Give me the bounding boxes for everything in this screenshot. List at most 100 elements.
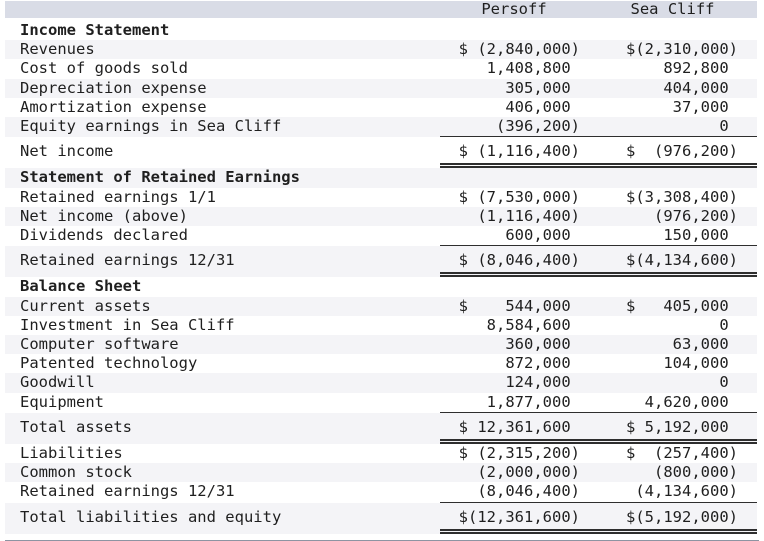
data-row: Current assets $ 544,000 $ 405,000 [5, 296, 757, 316]
seacliff-value [588, 168, 757, 187]
row-label: Net income (above) [20, 206, 188, 225]
persoff-value [440, 21, 588, 40]
column-header-row: Persoff Sea Cliff [5, 1, 757, 18]
row-label: Goodwill [20, 373, 95, 392]
seacliff-value: 404,000 [663, 78, 738, 97]
row-label: Revenues [20, 40, 95, 59]
row-label: Computer software [20, 335, 179, 354]
row-label: Cost of goods sold [20, 59, 188, 78]
seacliff-value: 150,000 [588, 226, 757, 247]
row-label: Depreciation expense [20, 78, 207, 97]
persoff-value: 305,000 [505, 78, 580, 97]
data-row: Dividends declared 600,000 150,000 [5, 226, 757, 247]
section-title: Statement of Retained Earnings [20, 168, 300, 187]
total-row-total-assets: Total assets $ 12,361,600 $ 5,192,000 [5, 412, 757, 445]
row-label: Dividends declared [20, 226, 188, 245]
persoff-value: 1,877,000 [440, 393, 588, 413]
persoff-value: $ (7,530,000) [458, 187, 580, 206]
row-label: Net income [20, 142, 114, 161]
data-row: Investment in Sea Cliff 8,584,600 0 [5, 316, 757, 335]
persoff-value: $ (2,315,200) [458, 444, 580, 463]
seacliff-value: (4,134,600) [588, 482, 757, 503]
data-row: Net income (above) (1,116,400) (976,200) [5, 206, 757, 227]
seacliff-value: (800,000) [654, 463, 738, 482]
seacliff-value: 63,000 [672, 335, 738, 354]
total-row-retained-earnings-1231: Retained earnings 12/31 $ (8,046,400) $(… [5, 246, 757, 278]
data-row: Common stock (2,000,000) (800,000) [5, 463, 757, 483]
total-row-total-liabilities-equity: Total liabilities and equity $(12,361,60… [5, 502, 757, 534]
persoff-value: $ (1,116,400) [440, 137, 588, 169]
data-row: Equipment 1,877,000 4,620,000 [5, 393, 757, 413]
data-row: Goodwill 124,000 0 [5, 373, 757, 393]
persoff-value: $ 544,000 [458, 296, 580, 315]
data-row: Retained earnings 12/31 (8,046,400) (4,1… [5, 482, 757, 503]
seacliff-value: 892,800 [663, 59, 738, 78]
persoff-value [440, 277, 588, 296]
data-row: Equity earnings in Sea Cliff (396,200) 0 [5, 117, 757, 138]
section-row-balance-sheet: Balance Sheet [5, 277, 757, 296]
row-label: Equity earnings in Sea Cliff [20, 117, 282, 136]
data-row: Depreciation expense 305,000 404,000 [5, 78, 757, 98]
data-row: Cost of goods sold 1,408,800 892,800 [5, 59, 757, 78]
data-row: Retained earnings 1/1 $ (7,530,000) $(3,… [5, 188, 757, 207]
column-header-seacliff: Sea Cliff [630, 0, 715, 18]
total-row-net-income: Net income $ (1,116,400) $ (976,200) [5, 137, 757, 169]
persoff-value: 1,408,800 [486, 59, 580, 78]
persoff-value: (1,116,400) [477, 206, 580, 225]
next-table-header-bar [5, 539, 759, 541]
data-row: Liabilities $ (2,315,200) $ (257,400) [5, 444, 757, 463]
persoff-value: (396,200) [440, 117, 588, 138]
persoff-value: 872,000 [505, 354, 580, 373]
seacliff-value: $(2,310,000) [626, 40, 738, 59]
seacliff-value: $ 5,192,000 [588, 413, 757, 445]
data-row: Patented technology 872,000 104,000 [5, 354, 757, 373]
persoff-value: $ 12,361,600 [440, 413, 588, 445]
persoff-value: $(12,361,600) [440, 503, 588, 534]
row-label: Common stock [20, 463, 132, 482]
row-label: Retained earnings 12/31 [20, 482, 235, 501]
persoff-value: (8,046,400) [440, 482, 588, 503]
data-row: Computer software 360,000 63,000 [5, 335, 757, 355]
row-label: Retained earnings 1/1 [20, 187, 216, 206]
seacliff-value: $ (257,400) [626, 444, 738, 463]
seacliff-value: $ 405,000 [626, 296, 738, 315]
data-row: Revenues $ (2,840,000) $(2,310,000) [5, 40, 757, 60]
persoff-value: $ (8,046,400) [440, 246, 588, 278]
seacliff-value: 0 [719, 315, 738, 334]
seacliff-value: 104,000 [663, 354, 738, 373]
seacliff-value: (976,200) [654, 206, 738, 225]
seacliff-value: $(4,134,600) [588, 246, 757, 278]
seacliff-value [588, 277, 757, 296]
row-label: Amortization expense [20, 97, 207, 116]
seacliff-value: 0 [588, 117, 757, 138]
row-label: Investment in Sea Cliff [20, 315, 235, 334]
persoff-value: (2,000,000) [477, 463, 580, 482]
section-row-income-statement: Income Statement [5, 21, 757, 40]
row-label: Patented technology [20, 354, 198, 373]
persoff-value [440, 168, 588, 187]
seacliff-value: 37,000 [672, 97, 738, 116]
row-label: Total assets [20, 417, 132, 436]
seacliff-value: $ (976,200) [588, 137, 757, 169]
persoff-value: 600,000 [440, 226, 588, 247]
financial-statements-table: Persoff Sea Cliff Income Statement Reven… [5, 1, 757, 534]
seacliff-value: $(5,192,000) [588, 503, 757, 534]
seacliff-value [588, 21, 757, 40]
row-label: Current assets [20, 296, 151, 315]
persoff-value: $ (2,840,000) [458, 40, 580, 59]
seacliff-value: 0 [719, 373, 738, 392]
section-title: Income Statement [20, 21, 170, 39]
section-title: Balance Sheet [20, 277, 142, 296]
column-header-persoff: Persoff [481, 0, 547, 18]
seacliff-value: 4,620,000 [588, 393, 757, 413]
persoff-value: 124,000 [505, 373, 580, 392]
row-label: Equipment [20, 392, 104, 411]
persoff-value: 8,584,600 [486, 315, 580, 334]
persoff-value: 360,000 [505, 335, 580, 354]
row-label: Total liabilities and equity [20, 507, 282, 526]
row-label: Retained earnings 12/31 [20, 251, 235, 270]
data-row: Amortization expense 406,000 37,000 [5, 98, 757, 117]
section-row-retained-earnings: Statement of Retained Earnings [5, 168, 757, 188]
row-label: Liabilities [20, 444, 123, 463]
persoff-value: 406,000 [505, 97, 580, 116]
